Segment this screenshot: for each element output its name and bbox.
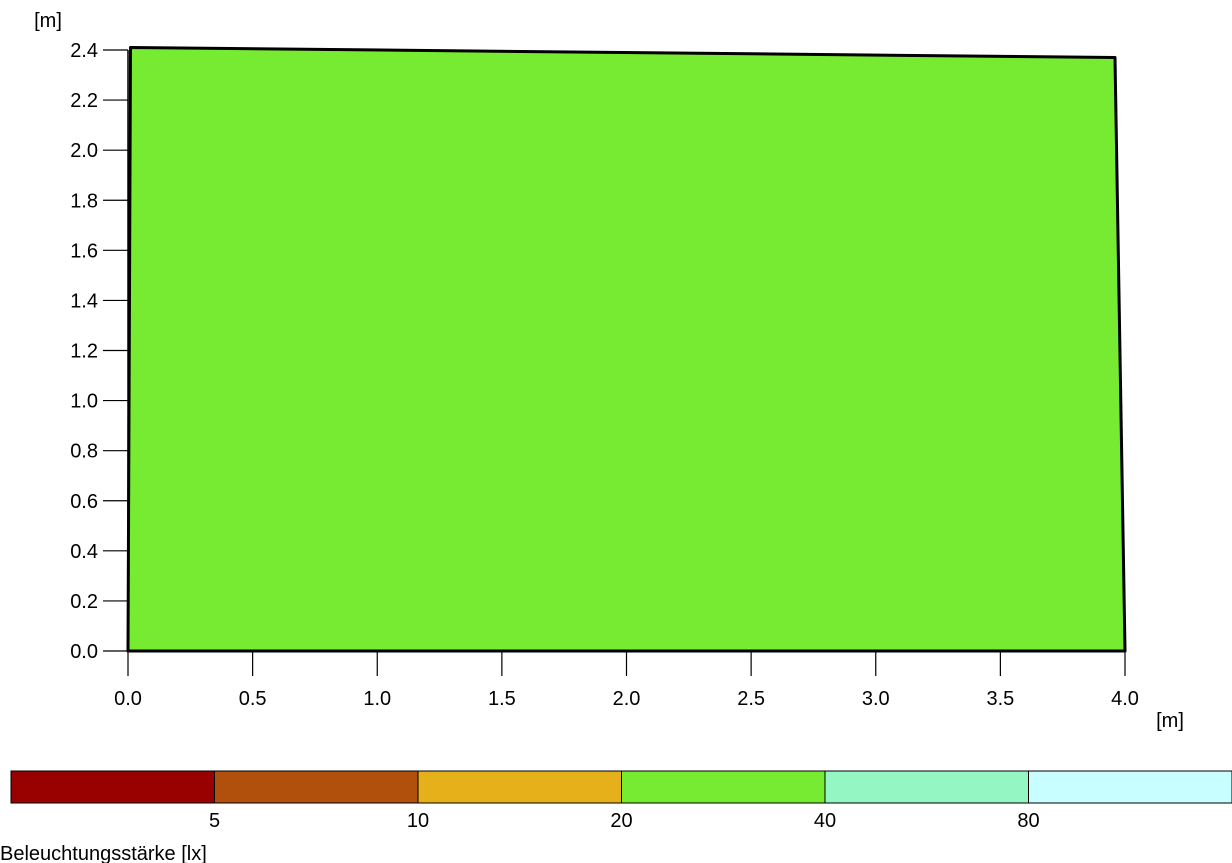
x-tick-label: 2.0 [613, 688, 641, 710]
colorbar-bin [1028, 770, 1232, 804]
y-tick-label: 2.0 [70, 140, 98, 162]
x-tick-label: 3.5 [986, 688, 1014, 710]
y-tick-label: 1.0 [70, 391, 98, 413]
colorbar-bin [417, 770, 622, 804]
colorbar-tick-label: 20 [610, 810, 632, 832]
colorbar-tick-label: 10 [407, 810, 429, 832]
y-tick-label: 0.4 [70, 541, 98, 563]
y-tick-label: 0.8 [70, 441, 98, 463]
x-tick-label: 0.5 [239, 688, 267, 710]
y-tick-label: 1.8 [70, 190, 98, 212]
colorbar-bin [824, 770, 1029, 804]
y-tick-label: 0.6 [70, 491, 98, 513]
colorbar-bin [621, 770, 826, 804]
colorbar-label: Beleuchtungsstärke [lx] [0, 843, 207, 863]
x-tick-label: 3.0 [862, 688, 890, 710]
x-tick-label: 4.0 [1111, 688, 1139, 710]
y-axis-unit-label: [m] [34, 10, 62, 32]
colorbar-bin [10, 770, 215, 804]
y-tick-label: 0.0 [70, 641, 98, 663]
x-tick-label: 0.0 [114, 688, 142, 710]
x-axis-unit-label: [m] [1156, 710, 1184, 732]
x-tick-label: 1.0 [363, 688, 391, 710]
y-tick-label: 1.6 [70, 240, 98, 262]
colorbar-legend: 5 10 20 40 80 [10, 770, 1232, 832]
y-tick-label: 2.4 [70, 40, 98, 62]
colorbar-tick-label: 5 [209, 810, 220, 832]
y-tick-label: 0.2 [70, 591, 98, 613]
y-tick-label: 2.2 [70, 90, 98, 112]
colorbar-tick-label: 80 [1017, 810, 1039, 832]
x-axis: 0.0 0.5 1.0 1.5 2.0 2.5 3.0 3.5 4.0 [114, 650, 1139, 710]
x-tick-label: 2.5 [737, 688, 765, 710]
colorbar-tick-label: 40 [814, 810, 836, 832]
y-tick-label: 1.2 [70, 341, 98, 363]
y-axis: 0.0 0.2 0.4 0.6 0.8 1.0 1.2 1.4 1.6 1.8 2.0 2.2 2.4 [70, 40, 129, 663]
x-tick-label: 1.5 [488, 688, 516, 710]
colorbar-bin [214, 770, 419, 804]
plot-area [126, 46, 1127, 653]
calculation-area [126, 46, 1127, 653]
y-tick-label: 1.4 [70, 290, 98, 312]
